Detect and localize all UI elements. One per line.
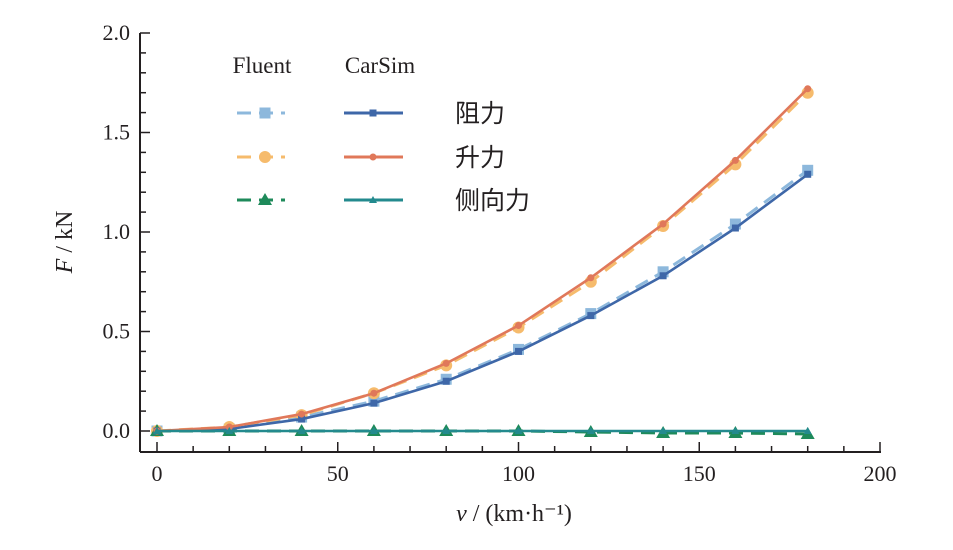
series-carsim-5 [153,427,812,434]
legend-marker-carsim [369,196,377,203]
x-tick-label: 200 [864,461,897,486]
data-point [659,272,667,280]
x-tick-label: 0 [152,461,163,486]
legend-row: 升力 [237,143,505,172]
data-point [803,427,812,434]
data-point [297,427,306,434]
data-point [731,224,739,232]
series-line [156,87,809,433]
data-point [225,427,234,434]
series-group [150,85,815,439]
data-point [442,359,450,367]
series-fluent-1 [151,86,814,437]
data-point [369,427,378,434]
data-point [370,389,378,397]
y-axis-label: F / kN [52,211,78,275]
legend-row: 阻力 [237,99,505,128]
legend-label: 阻力 [455,99,505,128]
x-tick-label: 150 [683,461,716,486]
data-point [804,170,812,178]
axes: 0.0 0.5 1.0 1.5 2.0 0 50 100 150 200 [103,20,897,486]
data-point [153,427,161,434]
x-tick-label: 50 [327,461,349,486]
x-tick-label: 100 [502,461,535,486]
legend-marker-fluent [259,107,271,119]
y-tick-label: 0.5 [103,319,131,344]
data-point [442,377,450,385]
legend-header-carsim: CarSim [345,53,415,78]
data-point [442,427,451,434]
data-point [587,274,595,282]
legend-marker-fluent [258,193,272,205]
series-line [156,173,809,433]
data-point [298,415,306,423]
data-point [515,347,522,355]
legend-label: 侧向力 [455,186,530,215]
data-point [731,427,740,434]
legend-marker-carsim [369,153,377,161]
data-point [298,410,306,418]
data-point [657,266,669,278]
data-point [731,156,739,164]
legend-label: 升力 [455,143,505,172]
data-point [515,322,522,330]
y-tick-label: 0.0 [103,418,131,443]
data-point [587,312,595,320]
legend-marker-carsim [369,109,377,117]
data-point [804,85,812,93]
x-axis-label: v / (km·h⁻¹) [456,501,572,527]
data-point [659,220,667,228]
data-point [586,427,595,434]
data-point [370,399,378,407]
series-carsim-4 [153,85,812,435]
y-tick-label: 2.0 [103,20,131,45]
data-point [802,164,814,176]
y-tick-label: 1.0 [103,219,131,244]
legend-row: 侧向力 [237,186,530,215]
series-line [156,169,809,433]
data-point [659,427,668,434]
series-line [156,91,809,433]
y-tick-label: 1.5 [103,120,131,145]
legend-marker-fluent [259,151,271,163]
data-point [729,218,741,230]
data-point [514,427,523,434]
legend-header-fluent: Fluent [233,53,292,78]
